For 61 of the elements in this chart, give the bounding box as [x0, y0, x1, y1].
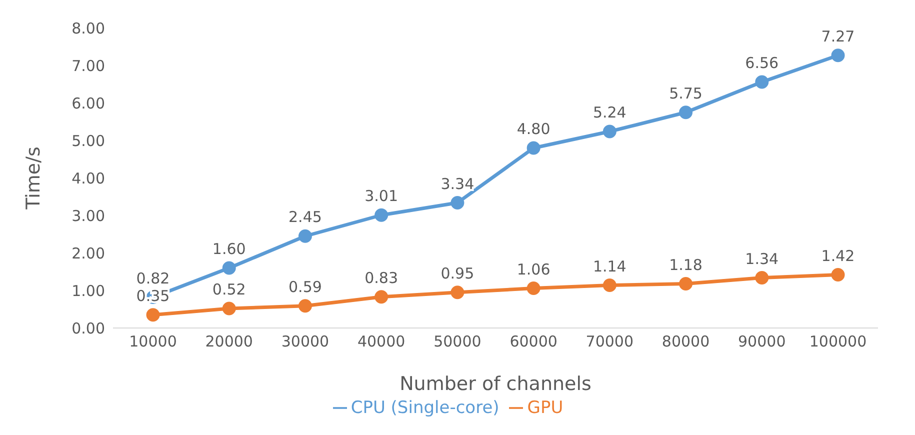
data-label: 0.52: [212, 280, 246, 298]
data-label: 1.42: [821, 246, 855, 265]
point: [526, 141, 540, 155]
y-tick-label: 4.00: [72, 169, 105, 188]
x-tick-label: 20000: [205, 332, 253, 351]
point: [602, 124, 616, 138]
point: [602, 278, 616, 292]
data-label: 1.18: [669, 256, 702, 274]
y-tick-label: 0.00: [72, 319, 105, 338]
point: [450, 286, 464, 300]
y-tick-label: 5.00: [72, 132, 105, 150]
data-label: 4.80: [516, 120, 550, 138]
data-label: 1.60: [212, 240, 246, 258]
point: [755, 271, 769, 284]
data-label: 6.56: [745, 54, 779, 72]
data-label: 3.01: [364, 187, 398, 206]
x-tick-label: 50000: [434, 332, 482, 351]
point: [831, 48, 845, 62]
data-label: 1.14: [592, 257, 626, 276]
data-label: 0.95: [440, 264, 474, 282]
point: [679, 277, 693, 290]
data-label: 7.27: [821, 27, 855, 46]
data-label: 1.34: [745, 250, 779, 268]
data-label: 0.59: [288, 278, 322, 296]
data-label: 0.83: [364, 268, 398, 287]
data-label: 1.06: [516, 260, 550, 278]
x-tick-label: 60000: [510, 332, 558, 351]
point: [679, 106, 693, 120]
point: [374, 208, 388, 222]
point: [222, 302, 236, 316]
y-tick-label: 2.00: [72, 244, 105, 262]
x-axis-title: Number of channels: [400, 373, 592, 395]
data-label: 3.34: [440, 174, 474, 193]
y-tick-label: 7.00: [72, 56, 105, 75]
y-tick-label: 6.00: [72, 94, 105, 112]
x-tick-label: 40000: [357, 332, 406, 351]
x-tick-label: 90000: [738, 332, 786, 351]
y-tick-label: 1.00: [72, 282, 105, 300]
point: [222, 261, 236, 275]
data-label: 0.82: [136, 269, 170, 288]
data-label: 5.24: [592, 104, 626, 122]
x-tick-label: 30000: [281, 332, 330, 351]
x-tick-label: 100000: [809, 332, 867, 351]
y-tick-label: 3.00: [72, 206, 105, 225]
point: [831, 268, 845, 282]
y-axis-title: Time/s: [22, 146, 45, 210]
x-tick-label: 80000: [662, 332, 710, 351]
point: [526, 282, 540, 295]
data-label: 2.45: [288, 208, 322, 226]
legend-label: CPU (Single-core): [350, 398, 500, 418]
point: [298, 229, 312, 243]
point: [374, 290, 388, 304]
point: [146, 308, 160, 322]
y-tick-label: 8.00: [72, 19, 105, 38]
point: [298, 299, 312, 313]
x-tick-label: 70000: [586, 332, 634, 351]
data-label: 5.75: [669, 84, 702, 102]
point: [450, 196, 464, 210]
x-tick-label: 10000: [129, 332, 177, 351]
point: [755, 75, 769, 89]
legend-label: GPU: [527, 398, 564, 418]
